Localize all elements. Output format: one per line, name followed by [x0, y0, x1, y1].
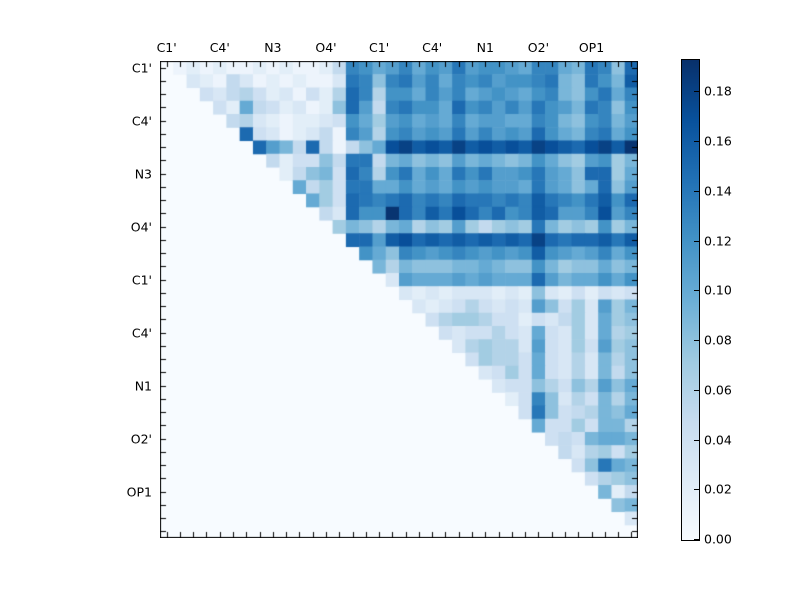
colorbar-tick-label: 0.06	[704, 382, 732, 398]
x-axis-tick-label: O2'	[527, 40, 550, 55]
y-axis-tick-label: OP1	[126, 484, 152, 500]
x-axis-tick-label: C4'	[209, 40, 230, 55]
colorbar-tick	[694, 440, 699, 441]
x-axis-tick-label: N3	[264, 40, 282, 55]
y-axis-tick-label: C4'	[131, 113, 152, 129]
y-axis-tick-label: C1'	[131, 272, 152, 288]
colorbar-tick-label: 0.08	[704, 332, 732, 348]
colorbar-tick-label: 0.18	[704, 83, 732, 99]
colorbar-tick-label: 0.02	[704, 481, 732, 497]
y-axis-tick-label: N1	[134, 378, 152, 394]
x-axis-tick-label: C4'	[422, 40, 443, 55]
colorbar-tick	[694, 539, 699, 540]
y-axis-tick-label: C1'	[131, 60, 152, 76]
colorbar-tick	[694, 241, 699, 242]
y-axis-tick-label: N3	[134, 166, 152, 182]
colorbar-tick-label: 0.14	[704, 183, 732, 199]
y-axis-tick-label: O2'	[130, 431, 152, 447]
colorbar-tick-label: 0.00	[704, 531, 732, 547]
x-axis-tick-label: N1	[476, 40, 494, 55]
colorbar-tick	[694, 390, 699, 391]
colorbar-tick	[694, 489, 699, 490]
colorbar-tick	[694, 290, 699, 291]
y-axis-tick-label: O4'	[130, 219, 152, 235]
colorbar-tick-label: 0.04	[704, 432, 732, 448]
y-axis-tick-label: C4'	[131, 325, 152, 341]
colorbar-tick-label: 0.16	[704, 133, 732, 149]
colorbar-tick-label: 0.10	[704, 282, 732, 298]
x-axis-tick-label: C1'	[369, 40, 390, 55]
colorbar-tick-label: 0.12	[704, 233, 732, 249]
colorbar	[681, 59, 700, 541]
x-axis-tick-label: OP1	[578, 40, 605, 55]
colorbar-tick	[694, 191, 699, 192]
x-axis-tick-label: C1'	[156, 40, 177, 55]
colorbar-tick	[694, 141, 699, 142]
colorbar-tick	[694, 91, 699, 92]
colorbar-tick	[694, 340, 699, 341]
x-axis-tick-label: O4'	[315, 40, 337, 55]
heatmap-cells-canvas	[160, 61, 638, 538]
